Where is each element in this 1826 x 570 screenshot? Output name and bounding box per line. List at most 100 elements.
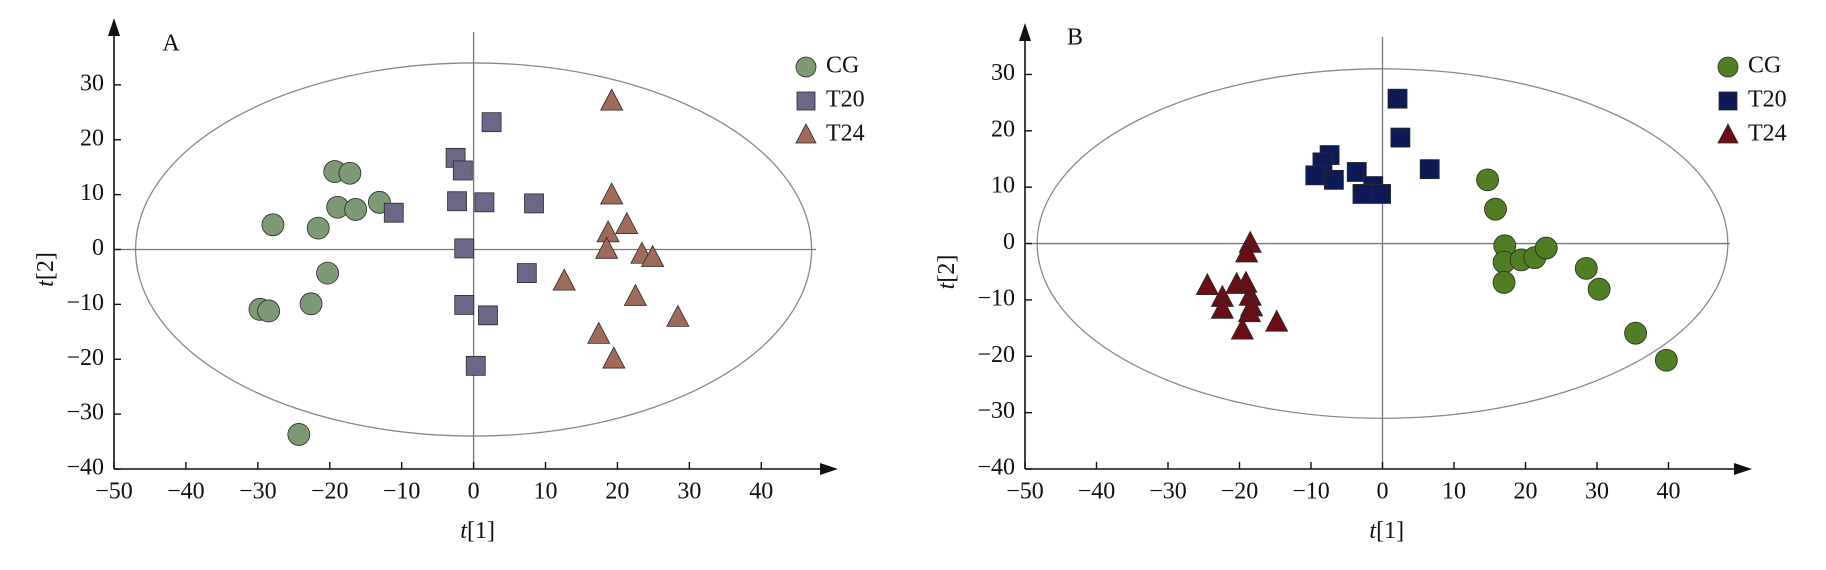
point	[1624, 321, 1648, 345]
point	[1492, 271, 1516, 294]
x-tick-label: 0	[468, 479, 480, 505]
panel-label: B	[1067, 25, 1083, 51]
point	[666, 304, 690, 327]
point	[1387, 88, 1408, 109]
x-axis-label: t[1]	[1369, 518, 1404, 544]
point	[1352, 184, 1373, 204]
x-axis-label: t[1]	[460, 518, 495, 544]
legend-marker	[796, 91, 816, 111]
point	[452, 160, 473, 181]
x-axis-arrow	[820, 463, 838, 475]
point	[481, 112, 502, 133]
y-tick-label: −10	[977, 285, 1015, 311]
legend-marker	[1717, 123, 1739, 144]
x-tick-label: 40	[1657, 479, 1681, 505]
point	[1574, 256, 1598, 280]
point	[1534, 236, 1558, 260]
x-tick-label: −10	[1292, 479, 1330, 505]
point	[287, 423, 311, 446]
x-tick-label: −20	[311, 479, 349, 505]
y-tick-label: 0	[1003, 229, 1015, 255]
point	[623, 283, 648, 306]
y-axis-arrow	[1019, 23, 1031, 41]
point	[447, 191, 467, 212]
point	[602, 346, 626, 369]
point	[1237, 299, 1262, 323]
point	[306, 216, 330, 240]
x-tick-label: −40	[1078, 479, 1116, 505]
x-tick-label: 10	[1442, 479, 1466, 505]
x-tick-label: 40	[749, 479, 773, 505]
y-tick-label: −40	[977, 455, 1015, 481]
x-tick-label: −40	[167, 479, 205, 505]
x-axis-arrow	[1734, 463, 1752, 475]
x-tick-label: −50	[1006, 479, 1044, 505]
panel-label: A	[162, 31, 180, 57]
x-tick-label: 20	[605, 479, 629, 505]
y-tick-label: 10	[80, 180, 104, 206]
point	[524, 193, 544, 214]
point	[1654, 348, 1678, 372]
point	[1265, 309, 1289, 332]
legend-label: CG	[1748, 53, 1781, 79]
y-tick-label: 30	[80, 70, 104, 96]
y-tick-label: 20	[80, 125, 104, 151]
point	[1390, 127, 1411, 148]
y-tick-label: −30	[977, 398, 1015, 424]
point	[552, 268, 576, 291]
point	[1234, 270, 1258, 293]
point	[383, 202, 404, 223]
point	[1476, 168, 1500, 192]
point	[587, 321, 611, 344]
point	[1346, 162, 1367, 182]
point	[1305, 165, 1326, 186]
point	[1587, 277, 1611, 301]
y-tick-label: −30	[66, 400, 104, 426]
point	[465, 355, 486, 376]
y-tick-label: 0	[92, 235, 104, 261]
point	[1484, 197, 1507, 221]
point	[454, 295, 475, 315]
point	[615, 211, 639, 235]
legend-marker	[795, 56, 817, 78]
legend-label: T20	[1748, 87, 1787, 113]
point	[1210, 296, 1235, 319]
x-tick-label: 10	[534, 479, 558, 505]
x-tick-label: −50	[95, 479, 133, 505]
x-tick-label: −30	[239, 479, 277, 505]
x-tick-label: 20	[1514, 479, 1538, 505]
point	[316, 261, 340, 285]
point	[1419, 159, 1440, 180]
point	[474, 192, 495, 213]
y-axis-label: t[2]	[934, 255, 960, 290]
point	[1371, 184, 1391, 204]
x-tick-label: 30	[677, 479, 701, 505]
point	[261, 213, 285, 237]
y-tick-label: 20	[991, 116, 1015, 142]
y-tick-label: −20	[66, 345, 104, 371]
x-tick-label: 0	[1377, 479, 1389, 505]
point	[641, 244, 665, 267]
y-axis-label: t[2]	[33, 252, 59, 287]
point	[1234, 240, 1259, 263]
legend-marker	[1717, 56, 1739, 78]
y-tick-label: 30	[991, 60, 1015, 86]
y-axis-arrow	[108, 18, 120, 36]
point	[344, 198, 368, 221]
point	[1323, 169, 1344, 190]
legend-marker	[1718, 91, 1738, 111]
x-tick-label: 30	[1585, 479, 1609, 505]
legend-label: T24	[1748, 121, 1787, 147]
x-tick-label: −30	[1149, 479, 1187, 505]
point	[299, 292, 323, 316]
x-tick-label: −20	[1221, 479, 1259, 505]
point	[454, 238, 475, 259]
point	[516, 263, 537, 283]
legend-label: CG	[826, 53, 859, 79]
point	[478, 305, 498, 326]
point	[600, 88, 624, 111]
y-tick-label: −40	[66, 455, 104, 481]
y-tick-label: −10	[66, 290, 104, 316]
point	[1195, 272, 1219, 296]
